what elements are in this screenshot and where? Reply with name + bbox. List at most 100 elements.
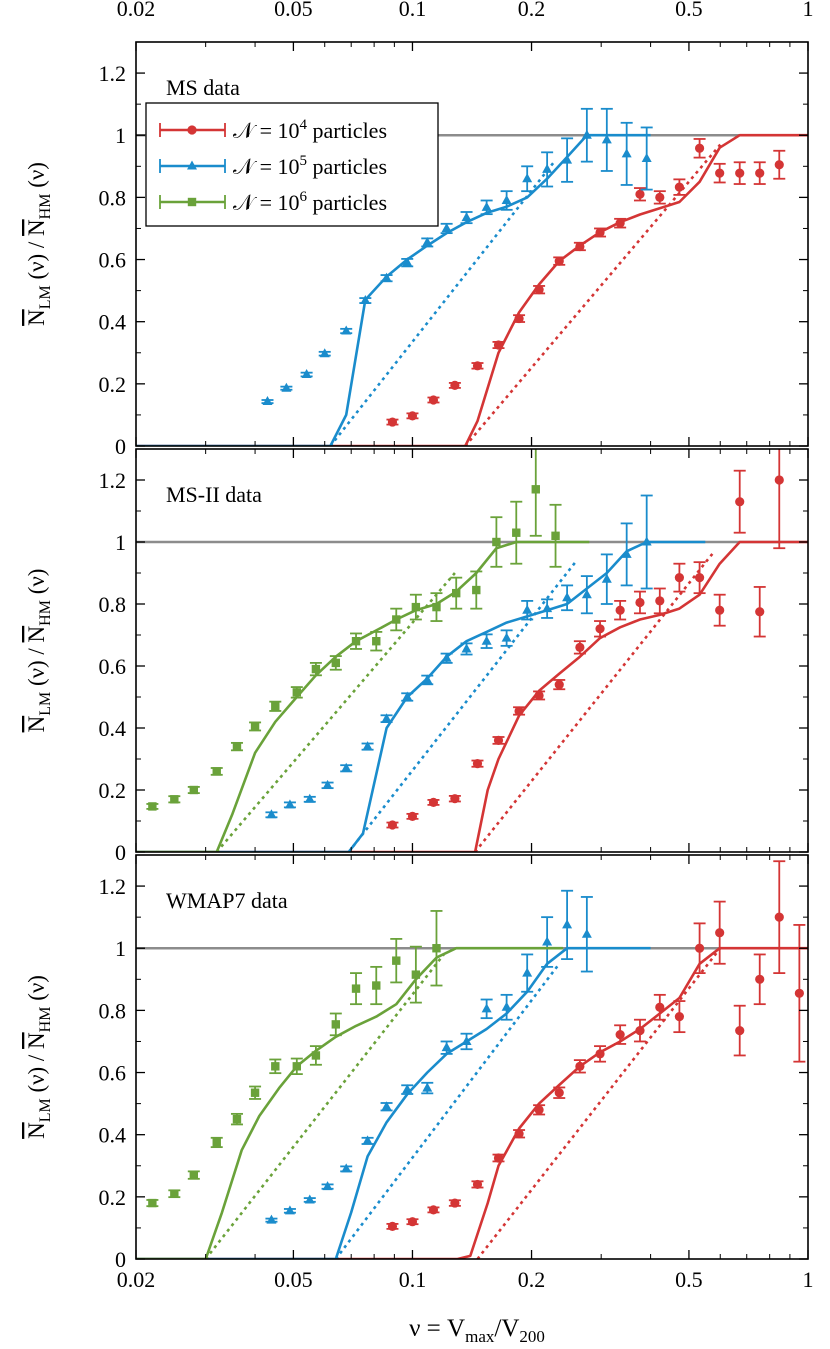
series-square: [136, 910, 563, 1259]
marker-circle: [774, 160, 784, 170]
data-point: [380, 272, 393, 283]
data-point: [265, 809, 278, 819]
data-point: [370, 631, 383, 652]
data-point: [390, 607, 403, 632]
marker-circle: [472, 1179, 483, 1190]
y-axis-label-part: (ν): [24, 569, 49, 600]
data-point: [350, 972, 363, 1006]
data-point: [361, 1135, 374, 1145]
legend-entry: 𝒩 = 104 particles: [159, 117, 387, 143]
data-point: [406, 411, 419, 421]
top-x-tick-label: 0.02: [117, 0, 156, 21]
legend-label: 𝒩 = 105 particles: [233, 153, 387, 179]
marker-triangle: [341, 325, 352, 335]
data-point: [549, 503, 562, 568]
marker-circle: [595, 227, 605, 238]
y-tick-label: 0.8: [99, 185, 127, 210]
y-tick-label: 1.2: [99, 468, 127, 493]
data-point: [773, 860, 786, 974]
data-point: [490, 516, 503, 568]
marker-triangle: [402, 1084, 413, 1094]
marker-triangle: [501, 632, 512, 642]
data-point: [673, 178, 686, 196]
marker-circle: [774, 912, 784, 922]
data-point: [580, 575, 593, 615]
marker-square: [232, 1114, 242, 1124]
data-point: [406, 811, 419, 821]
legend-marker-square: [187, 197, 197, 207]
data-point: [580, 107, 593, 163]
data-point: [561, 889, 574, 961]
data-point: [318, 348, 331, 358]
data-point: [529, 449, 542, 537]
panel-frame: [135, 41, 809, 447]
data-point: [450, 576, 463, 610]
data-point: [492, 735, 505, 746]
marker-triangle: [322, 1181, 333, 1191]
data-point: [427, 1205, 440, 1215]
marker-square: [170, 1189, 179, 1198]
marker-triangle: [362, 1135, 373, 1145]
data-point: [713, 900, 726, 965]
marker-circle: [735, 168, 745, 178]
marker-circle: [615, 1030, 625, 1040]
marker-square: [292, 1062, 302, 1071]
legend-label-prefix: 𝒩 = 10: [233, 190, 299, 215]
data-point: [230, 741, 243, 752]
data-point: [533, 1104, 546, 1116]
y-tick-label: 0.6: [99, 654, 127, 679]
data-point: [210, 767, 223, 776]
marker-circle: [735, 1025, 745, 1036]
marker-triangle: [461, 1035, 472, 1045]
legend-label-suffix: particles: [307, 118, 387, 143]
marker-square: [271, 702, 280, 711]
data-point: [561, 584, 574, 612]
marker-circle: [534, 285, 544, 295]
y-axis-label: NLM (ν) / NHM (ν): [24, 162, 54, 326]
marker-square: [189, 1170, 198, 1180]
y-tick-label: 1.2: [99, 874, 127, 899]
data-point: [521, 600, 534, 621]
marker-circle: [735, 497, 745, 507]
marker-circle: [493, 735, 504, 746]
marker-circle: [694, 943, 705, 953]
data-point: [470, 570, 483, 610]
marker-circle: [472, 759, 483, 769]
y-tick-label: 1: [115, 123, 126, 148]
marker-triangle: [581, 129, 592, 139]
data-point: [329, 655, 342, 671]
data-point: [480, 633, 493, 649]
marker-triangle: [341, 762, 352, 772]
marker-circle: [635, 189, 645, 199]
series-dotted-line: [476, 947, 722, 1259]
data-point: [521, 165, 534, 193]
data-point: [168, 795, 181, 804]
panel-title: MS-II data: [166, 482, 262, 507]
marker-triangle: [341, 1163, 352, 1173]
series-dotted-line: [464, 143, 722, 446]
marker-square: [411, 970, 421, 979]
marker-circle: [428, 1205, 439, 1215]
data-point: [303, 1194, 316, 1204]
data-point: [448, 1198, 461, 1208]
data-point: [480, 199, 493, 216]
data-point: [500, 629, 513, 647]
data-point: [553, 1086, 566, 1099]
marker-triangle: [542, 163, 553, 173]
data-point: [290, 686, 303, 699]
marker-square: [531, 485, 540, 494]
data-point: [471, 361, 484, 371]
y-tick-label: 1.2: [99, 61, 127, 86]
data-point: [187, 1170, 200, 1180]
data-point: [553, 256, 566, 266]
data-point: [340, 325, 353, 335]
data-point: [249, 721, 262, 732]
marker-circle: [407, 1217, 418, 1227]
data-point: [440, 652, 453, 664]
y-tick-label: 1: [115, 530, 126, 555]
data-point: [693, 561, 706, 595]
data-point: [430, 592, 443, 622]
marker-triangle: [542, 603, 553, 613]
data-point: [427, 395, 440, 405]
data-point: [421, 236, 434, 248]
